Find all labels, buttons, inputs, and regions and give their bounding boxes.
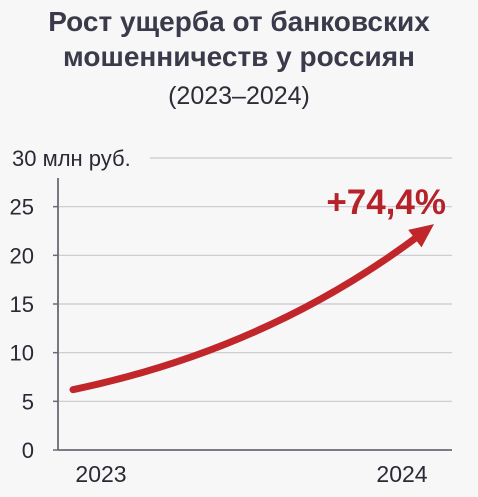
y-tick-label-15: 15 xyxy=(10,292,34,317)
x-tick-label-2024: 2024 xyxy=(376,461,427,487)
y-tick-label-5: 5 xyxy=(22,389,34,414)
title-line-1: Рост ущерба от банковских xyxy=(48,6,430,37)
y-unit-label: 30 млн руб. xyxy=(12,146,131,171)
x-tick-label-2023: 2023 xyxy=(75,461,126,487)
title-line-2: мошенничеств у россиян xyxy=(63,41,415,72)
growth-annotation: +74,4% xyxy=(326,183,446,222)
chart-title: Рост ущерба от банковских мошенничеств у… xyxy=(0,4,478,112)
y-tick-label-25: 25 xyxy=(10,195,34,220)
chart-subtitle: (2023–2024) xyxy=(168,82,310,110)
y-tick-label-0: 0 xyxy=(22,438,34,463)
series-line xyxy=(69,230,425,394)
y-tick-label-20: 20 xyxy=(10,243,34,268)
y-tick-label-10: 10 xyxy=(10,341,34,366)
arrow-head xyxy=(408,224,434,248)
